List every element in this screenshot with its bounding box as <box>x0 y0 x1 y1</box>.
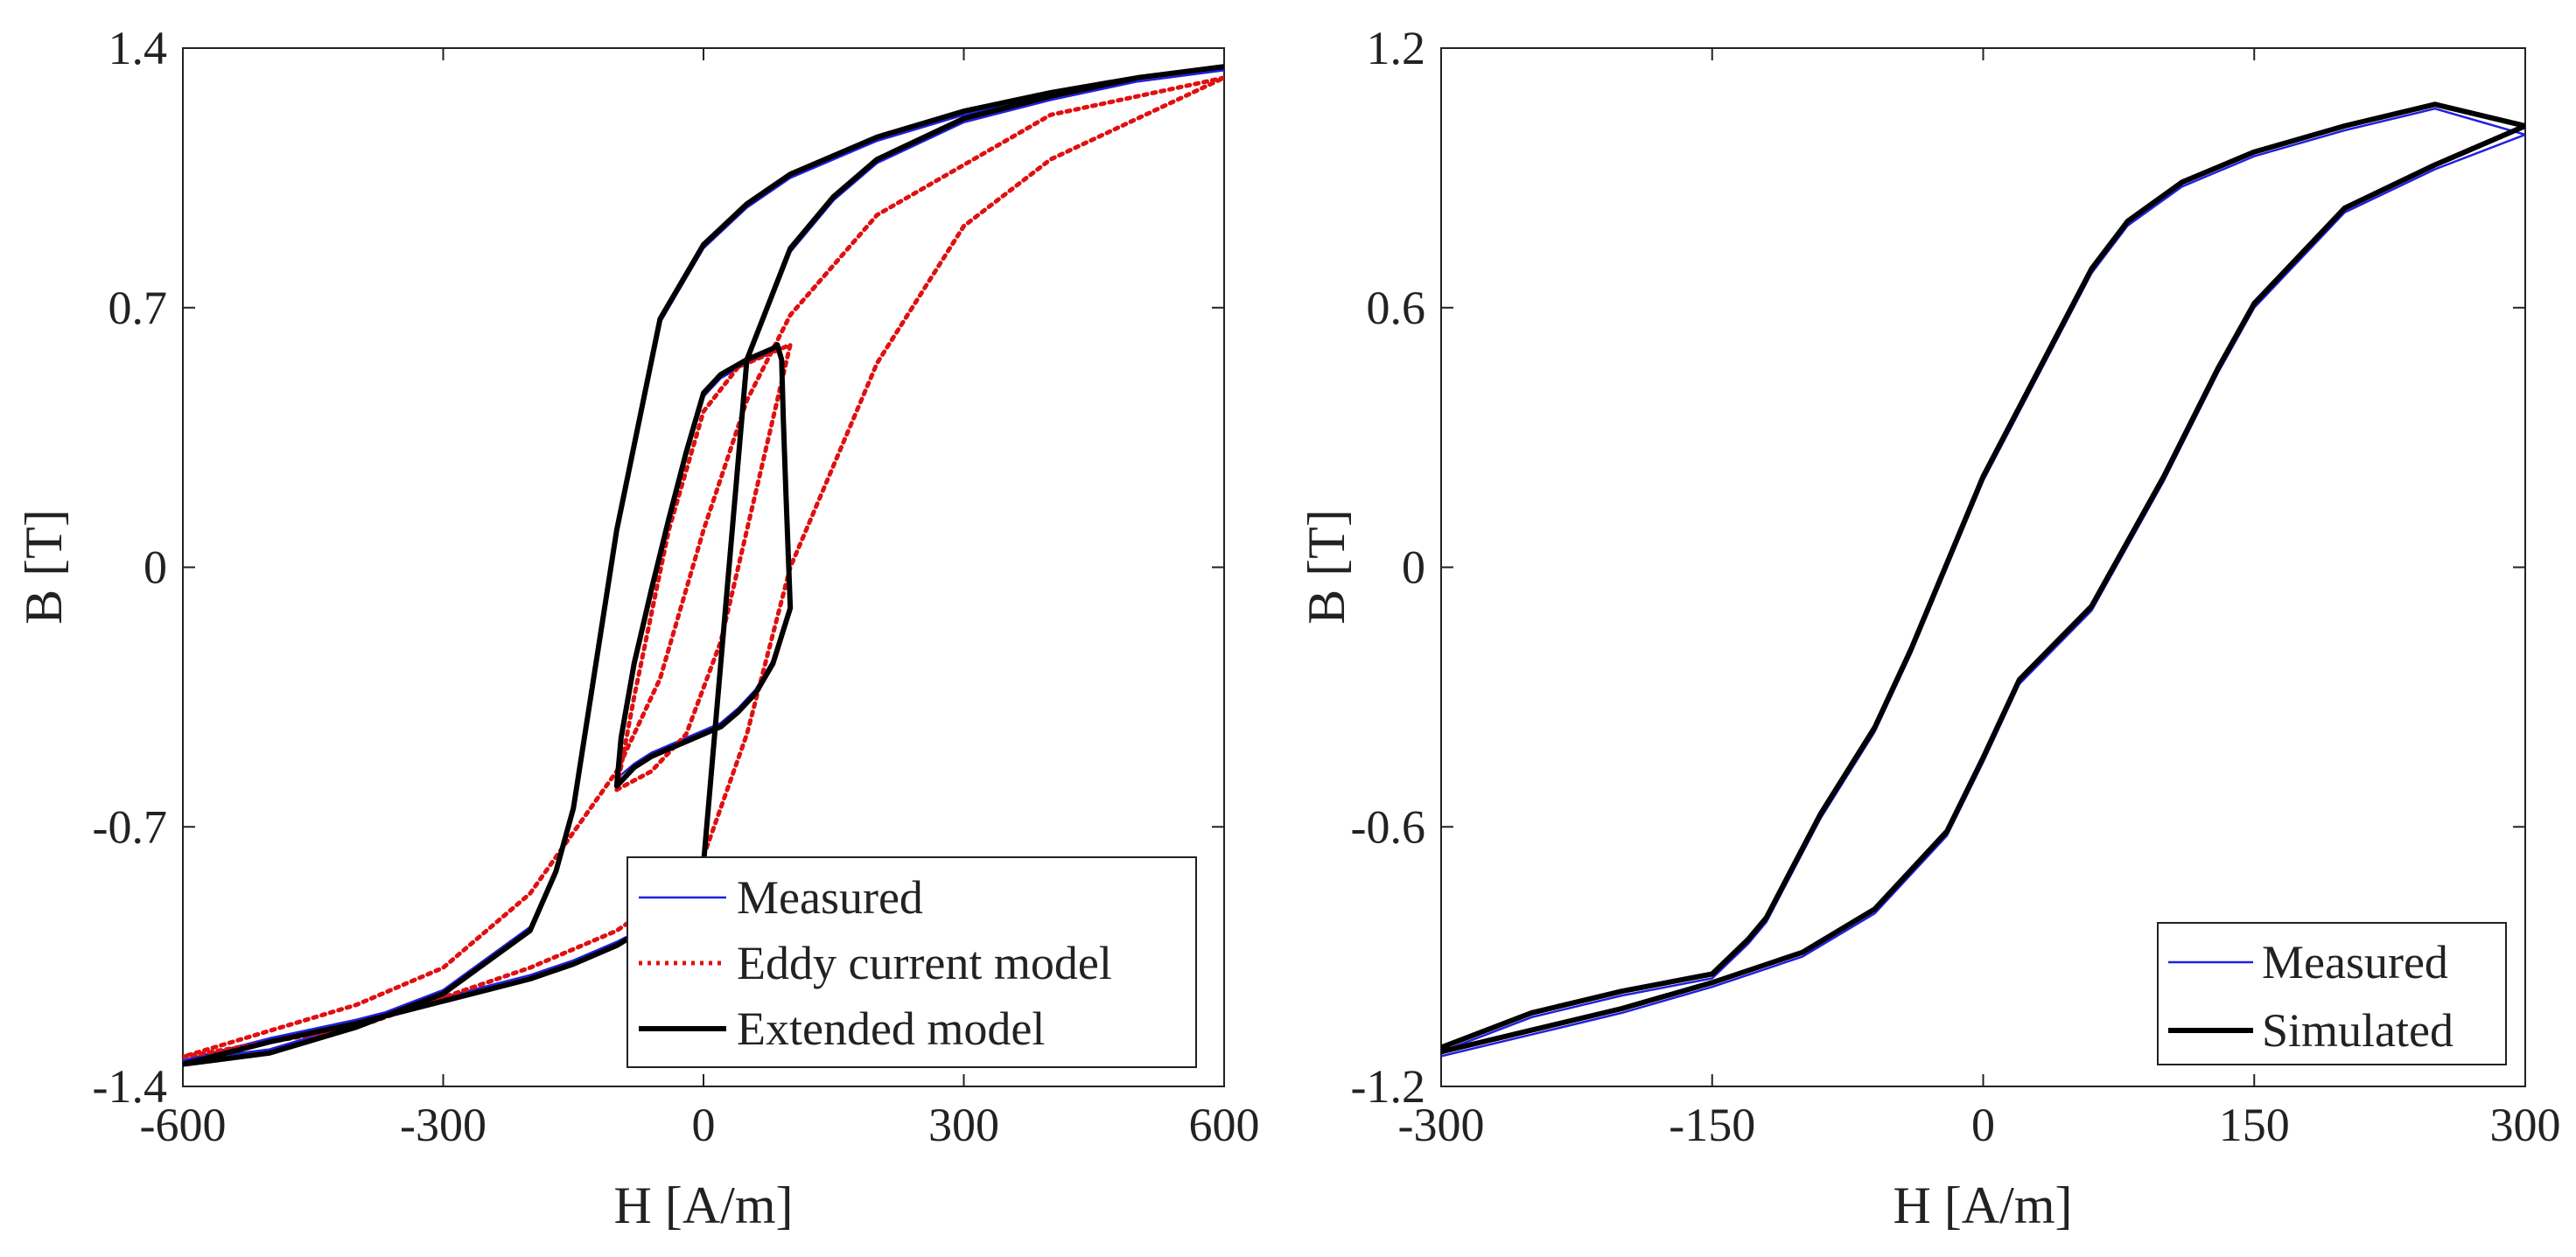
left-y-tick-label: -0.7 <box>93 800 167 853</box>
left-legend: Measured Eddy current model Extended mod… <box>626 856 1197 1068</box>
left-x-tick-label: 300 <box>928 1099 999 1151</box>
legend-label-simulated: Simulated <box>2262 1004 2454 1057</box>
left-series-extended-model-minor-loop <box>613 342 794 789</box>
left-x-tick-label: 600 <box>1189 1099 1260 1151</box>
left-series-extended-model <box>183 64 1224 1067</box>
right-x-tick-label: 300 <box>2490 1099 2561 1151</box>
right-x-tick-label: 0 <box>1971 1099 1995 1151</box>
left-y-tick-label: 1.4 <box>108 22 168 74</box>
left-tick-labels: -600 -300 0 300 600 -1.4 -0.7 0 0.7 1.4 <box>93 22 1260 1151</box>
right-y-axis-label: B [T] <box>1298 509 1355 625</box>
right-ticks <box>1440 47 2526 1087</box>
legend-label-measured-right: Measured <box>2262 936 2448 988</box>
right-chart: -300 -150 0 150 300 -1.2 -0.6 0 0.6 1.2 H [A/m] B… <box>1298 22 2561 1234</box>
left-y-tick-label: 0.7 <box>108 282 168 334</box>
left-series-eddy-current-model <box>183 75 1224 1059</box>
right-y-tick-label: 1.2 <box>1367 22 1426 74</box>
right-series-measured <box>1441 107 2525 1058</box>
left-y-tick-label: 0 <box>144 541 167 594</box>
left-x-axis-label: H [A/m] <box>614 1177 794 1234</box>
left-x-tick-label: -300 <box>400 1099 486 1151</box>
right-series-simulated <box>1441 101 2525 1055</box>
legend-label-extended-model: Extended model <box>737 1002 1045 1055</box>
right-x-tick-label: -300 <box>1398 1099 1485 1151</box>
right-legend: Measured Simulated <box>2157 922 2507 1065</box>
left-x-tick-label: 0 <box>692 1099 716 1151</box>
left-ticks <box>182 47 1225 1087</box>
left-series <box>183 64 1224 1067</box>
right-x-tick-label: -150 <box>1669 1099 1755 1151</box>
left-y-tick-label: -1.4 <box>93 1060 167 1113</box>
right-legend-box <box>2157 922 2507 1065</box>
left-legend-box <box>626 856 1197 1068</box>
right-series <box>1441 101 2525 1058</box>
legend-label-eddy-current-model: Eddy current model <box>737 937 1112 989</box>
right-y-tick-label: 0.6 <box>1367 282 1426 334</box>
right-y-tick-label: -0.6 <box>1351 800 1425 853</box>
left-chart: -600 -300 0 300 600 -1.4 -0.7 0 0.7 1.4 H [A/m] B… <box>15 22 1260 1234</box>
right-y-tick-label: -1.2 <box>1351 1060 1425 1113</box>
legend-label-measured: Measured <box>737 871 923 924</box>
left-x-tick-label: -600 <box>140 1099 227 1151</box>
right-tick-labels: -300 -150 0 150 300 -1.2 -0.6 0 0.6 1.2 <box>1351 22 2561 1151</box>
right-x-axis-label: H [A/m] <box>1894 1177 2073 1234</box>
right-y-tick-label: 0 <box>1402 541 1425 594</box>
right-x-tick-label: 150 <box>2219 1099 2290 1151</box>
left-series-eddy-current-model-minor-loop <box>614 342 793 793</box>
left-y-axis-label: B [T] <box>15 509 73 625</box>
